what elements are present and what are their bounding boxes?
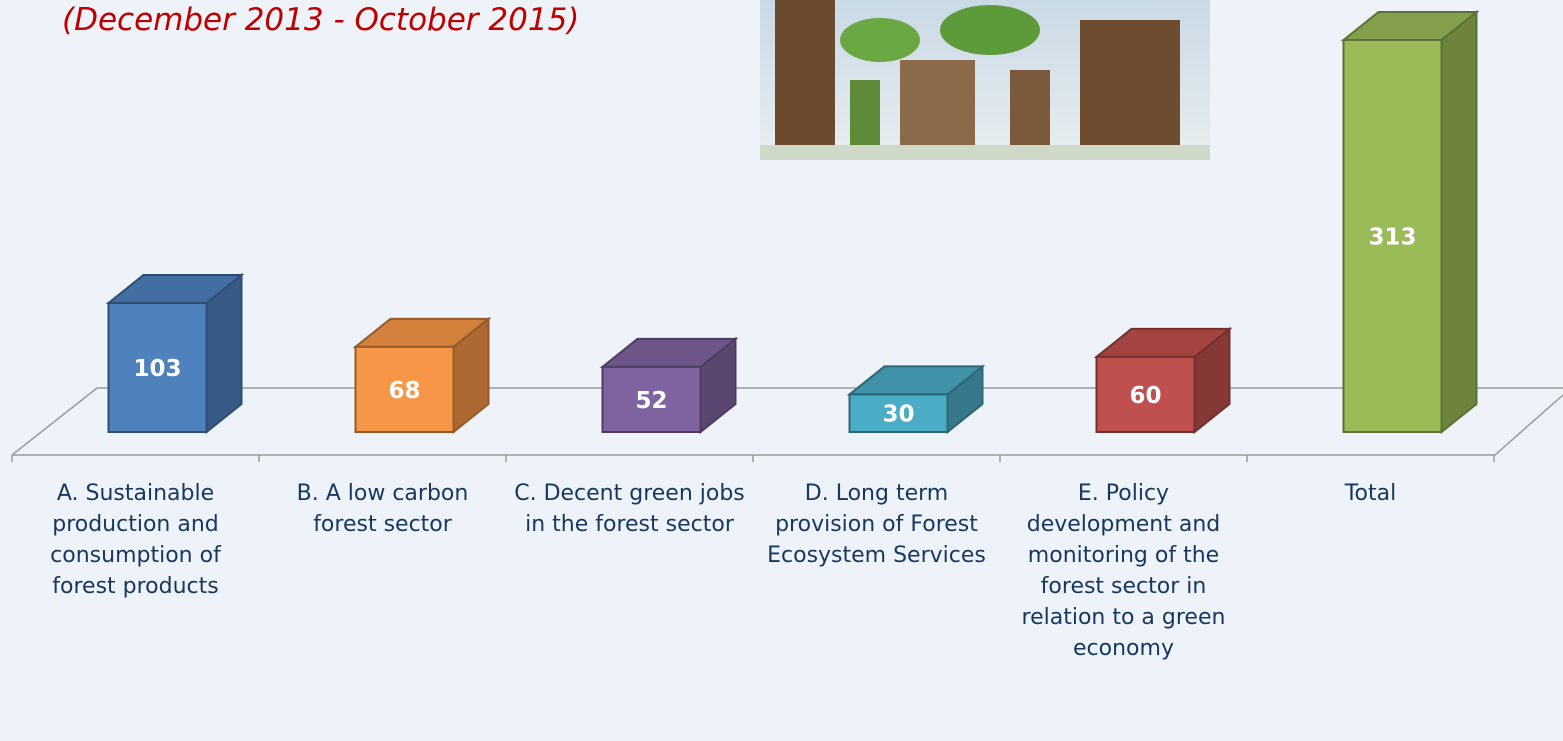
page: 103 68 52 30 60 313 (December 2013 - October … bbox=[0, 0, 1563, 741]
photo bbox=[760, 0, 1210, 160]
chart-subtitle: (December 2013 - October 2015) bbox=[62, 2, 579, 38]
chart: 103 68 52 30 60 313 bbox=[0, 0, 1563, 741]
x-tick-label: C. Decent green jobs in the forest secto… bbox=[512, 478, 748, 540]
bar-side bbox=[1442, 12, 1477, 432]
value-label: 103 bbox=[133, 356, 181, 382]
value-label: 313 bbox=[1368, 225, 1416, 251]
value-label: 68 bbox=[388, 378, 420, 404]
value-label: 60 bbox=[1129, 383, 1161, 409]
x-tick-label: B. A low carbon forest sector bbox=[265, 478, 501, 540]
x-tick-label: D. Long term provision of Forest Ecosyst… bbox=[759, 478, 995, 571]
x-tick-label: E. Policy development and monitoring of … bbox=[1006, 478, 1242, 664]
value-label: 30 bbox=[882, 402, 914, 428]
value-label: 52 bbox=[635, 388, 667, 414]
x-tick-label: Total bbox=[1253, 478, 1489, 509]
x-tick-label: A. Sustainable production and consumptio… bbox=[18, 478, 254, 602]
floor bbox=[12, 388, 1563, 455]
